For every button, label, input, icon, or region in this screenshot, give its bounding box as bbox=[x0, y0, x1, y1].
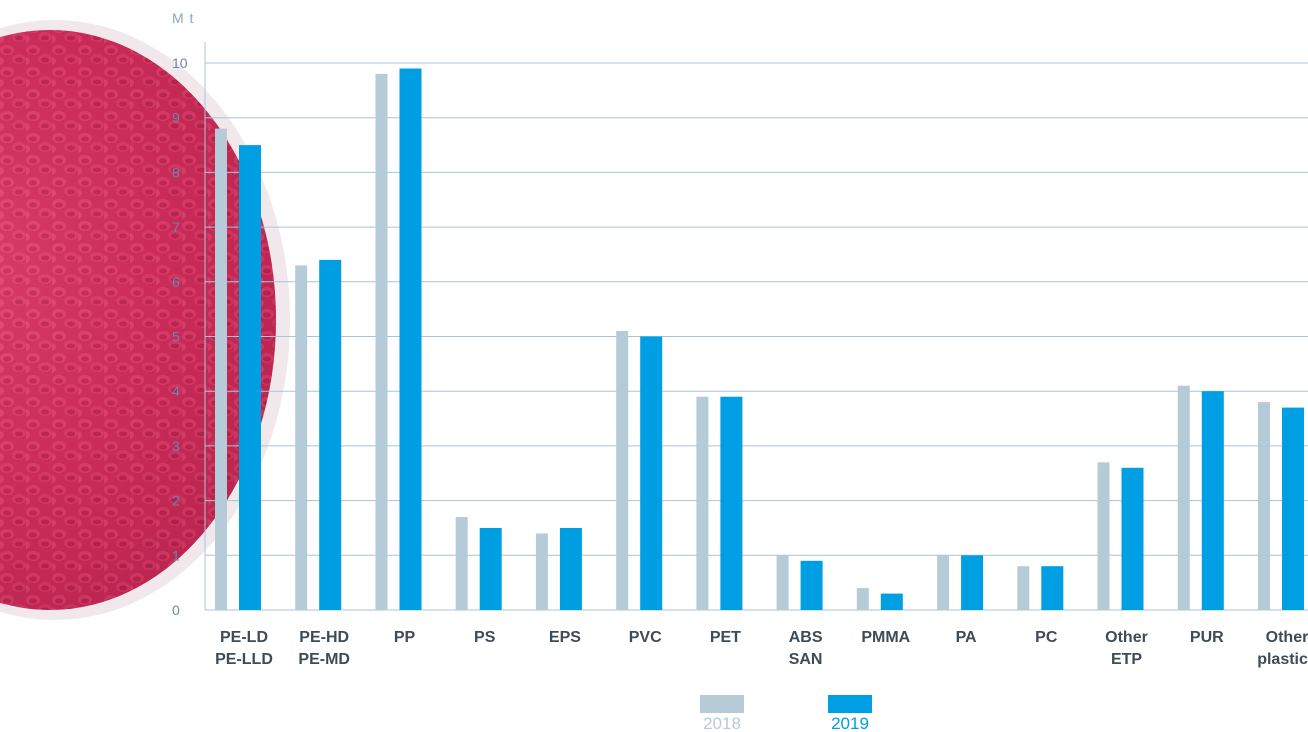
bar-2018-11 bbox=[1097, 462, 1110, 610]
bar-2019-12 bbox=[1201, 391, 1224, 610]
x-tick-label: SAN bbox=[789, 651, 823, 668]
y-tick-label: 4 bbox=[172, 383, 180, 399]
y-axis-unit-label: M t bbox=[172, 10, 194, 26]
legend-label-2018: 2018 bbox=[703, 714, 741, 732]
bar-2018-10 bbox=[1017, 566, 1030, 610]
bar-2018-5 bbox=[616, 331, 629, 610]
x-tick-label: PET bbox=[710, 629, 741, 646]
y-tick-label: 0 bbox=[172, 602, 180, 618]
x-tick-label: PE-MD bbox=[298, 651, 350, 668]
y-tick-label: 2 bbox=[172, 493, 180, 509]
x-tick-label: PA bbox=[956, 629, 977, 646]
bar-2019-13 bbox=[1282, 407, 1304, 610]
x-tick-label: plastics bbox=[1257, 651, 1308, 668]
bar-2018-4 bbox=[535, 533, 548, 610]
y-tick-label: 8 bbox=[172, 164, 180, 180]
bar-2018-7 bbox=[776, 555, 789, 610]
bar-2019-2 bbox=[399, 68, 422, 610]
y-axis-ticks: 0 1 2 3 4 5 6 7 8 9 10 bbox=[172, 55, 188, 618]
x-tick-label: Other bbox=[1105, 629, 1148, 646]
bar-2019-5 bbox=[640, 336, 663, 610]
x-tick-label: PMMA bbox=[861, 629, 910, 646]
legend-swatch-2019 bbox=[828, 695, 872, 713]
x-tick-label: ABS bbox=[789, 629, 823, 646]
x-tick-label: EPS bbox=[549, 629, 581, 646]
bar-2018-13 bbox=[1258, 402, 1270, 610]
y-tick-label: 3 bbox=[172, 438, 180, 454]
x-tick-label: PE-HD bbox=[299, 629, 349, 646]
bar-2019-9 bbox=[961, 555, 984, 610]
bar-2019-6 bbox=[720, 396, 743, 610]
bar-2019-1 bbox=[319, 259, 342, 610]
y-tick-label: 10 bbox=[172, 55, 188, 71]
y-tick-label: 1 bbox=[172, 547, 180, 563]
y-tick-label: 9 bbox=[172, 110, 180, 126]
x-tick-label: PUR bbox=[1190, 629, 1224, 646]
bar-2018-3 bbox=[455, 517, 468, 610]
x-tick-label: ETP bbox=[1111, 651, 1142, 668]
y-tick-label: 6 bbox=[172, 274, 180, 290]
bar-2019-3 bbox=[479, 528, 502, 610]
y-tick-label: 7 bbox=[172, 219, 180, 235]
bar-2019-4 bbox=[559, 528, 582, 610]
bar-2018-0 bbox=[215, 128, 227, 610]
bar-2018-2 bbox=[375, 73, 388, 610]
x-axis-ticks: PE-LD PE-LLD PE-HD PE-MD PP PS EPS PVC PET ABS SAN… bbox=[215, 629, 1308, 668]
y-tick-label: 5 bbox=[172, 329, 180, 345]
x-tick-label: PE-LD bbox=[220, 629, 268, 646]
x-tick-label: PS bbox=[474, 629, 496, 646]
bar-2019-11 bbox=[1121, 467, 1144, 610]
legend-label-2019: 2019 bbox=[831, 714, 869, 732]
bar-2018-6 bbox=[696, 396, 709, 610]
legend: 2018 2019 bbox=[700, 695, 872, 732]
x-tick-label: PVC bbox=[629, 629, 662, 646]
bar-2019-0 bbox=[239, 145, 261, 610]
gridlines bbox=[204, 42, 1308, 611]
bar-2018-12 bbox=[1177, 385, 1190, 610]
x-tick-label: PE-LLD bbox=[215, 651, 273, 668]
x-tick-label: PP bbox=[394, 629, 416, 646]
x-tick-label: PC bbox=[1035, 629, 1058, 646]
bar-2019-7 bbox=[800, 560, 823, 610]
legend-swatch-2018 bbox=[700, 695, 744, 713]
bar-2019-8 bbox=[880, 593, 903, 610]
bar-2018-1 bbox=[295, 265, 308, 610]
x-tick-label: Other bbox=[1266, 629, 1308, 646]
bar-2018-8 bbox=[856, 588, 869, 610]
bar-2018-9 bbox=[937, 555, 950, 610]
bars bbox=[215, 68, 1304, 610]
bar-2019-10 bbox=[1041, 566, 1064, 610]
